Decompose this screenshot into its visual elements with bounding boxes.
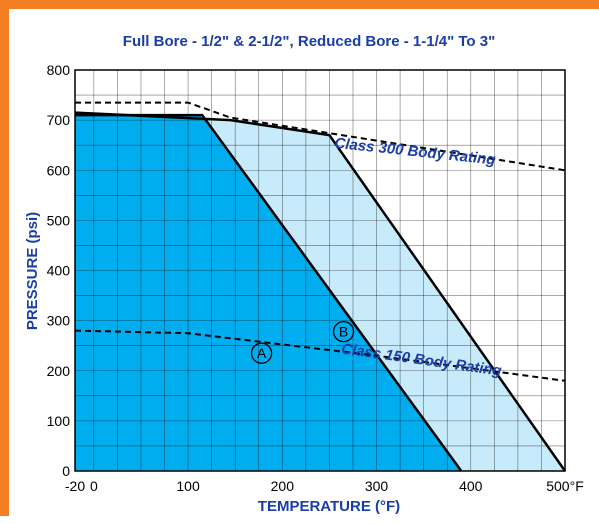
x-tick-label: 400 [459,478,483,494]
y-axis-label: PRESSURE (psi) [24,212,41,330]
x-tick-label: 200 [271,478,295,494]
y-tick-label: 200 [47,363,71,379]
y-tick-label: 300 [47,313,71,329]
y-tick-label: 400 [47,263,71,279]
region-b-label: B [339,324,348,340]
y-tick-label: 600 [47,162,71,178]
class-300-rating-label: Class 300 Body Rating [334,135,497,169]
x-tick-label: 300 [365,478,389,494]
x-tick-label: -20 [65,478,85,494]
y-tick-label: 0 [62,463,70,479]
chart-title: Full Bore - 1/2" & 2-1/2", Reduced Bore … [123,33,495,50]
x-tick-label: 500°F [546,478,584,494]
x-tick-label: 100 [176,478,200,494]
y-tick-label: 500 [47,212,71,228]
y-tick-label: 800 [47,62,71,78]
y-tick-label: 700 [47,112,71,128]
region-a-label: A [257,345,267,361]
x-tick-label: 0 [90,478,98,494]
chart-svg: Full Bore - 1/2" & 2-1/2", Reduced Bore … [9,9,599,525]
y-tick-label: 100 [47,413,71,429]
x-axis-label: TEMPERATURE (°F) [258,498,400,515]
